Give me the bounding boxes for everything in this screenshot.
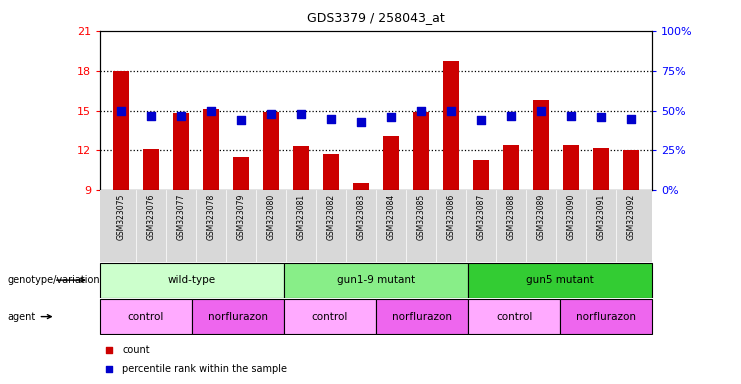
Bar bbox=[143, 149, 159, 190]
Text: GSM323078: GSM323078 bbox=[207, 194, 216, 240]
Text: GSM323085: GSM323085 bbox=[416, 194, 425, 240]
Text: gun1-9 mutant: gun1-9 mutant bbox=[337, 275, 415, 285]
Bar bbox=[192, 299, 284, 334]
Bar bbox=[284, 263, 468, 298]
Bar bbox=[503, 145, 519, 190]
Text: GSM323086: GSM323086 bbox=[447, 194, 456, 240]
Bar bbox=[413, 112, 429, 190]
Text: wild-type: wild-type bbox=[168, 275, 216, 285]
Text: GSM323090: GSM323090 bbox=[567, 194, 576, 240]
Point bbox=[145, 113, 157, 119]
Text: GSM323081: GSM323081 bbox=[296, 194, 305, 240]
Bar bbox=[233, 157, 249, 190]
Point bbox=[235, 117, 247, 123]
Point bbox=[205, 108, 217, 114]
Text: GSM323082: GSM323082 bbox=[327, 194, 336, 240]
Text: agent: agent bbox=[7, 311, 51, 322]
Text: GSM323079: GSM323079 bbox=[236, 194, 245, 240]
Text: GSM323091: GSM323091 bbox=[597, 194, 605, 240]
Point bbox=[505, 113, 517, 119]
Text: control: control bbox=[496, 311, 532, 322]
Point bbox=[595, 114, 607, 120]
Point bbox=[535, 108, 547, 114]
Text: GSM323087: GSM323087 bbox=[476, 194, 485, 240]
Text: percentile rank within the sample: percentile rank within the sample bbox=[122, 364, 288, 374]
Text: GSM323077: GSM323077 bbox=[176, 194, 185, 240]
Point bbox=[175, 113, 187, 119]
Bar bbox=[443, 61, 459, 190]
Text: norflurazon: norflurazon bbox=[576, 311, 636, 322]
Point bbox=[625, 116, 637, 122]
Bar bbox=[563, 145, 579, 190]
Bar bbox=[353, 184, 369, 190]
Text: GSM323088: GSM323088 bbox=[507, 194, 516, 240]
Text: GSM323075: GSM323075 bbox=[116, 194, 125, 240]
Point bbox=[565, 113, 577, 119]
Text: GSM323083: GSM323083 bbox=[356, 194, 365, 240]
Point bbox=[103, 366, 115, 372]
Text: norflurazon: norflurazon bbox=[208, 311, 268, 322]
Point bbox=[115, 108, 127, 114]
Text: gun5 mutant: gun5 mutant bbox=[526, 275, 594, 285]
Bar bbox=[284, 299, 376, 334]
Bar bbox=[113, 71, 129, 190]
Bar bbox=[100, 299, 192, 334]
Bar bbox=[383, 136, 399, 190]
Bar bbox=[533, 100, 549, 190]
Point bbox=[475, 117, 487, 123]
Bar bbox=[468, 299, 560, 334]
Text: genotype/variation: genotype/variation bbox=[7, 275, 100, 285]
Text: norflurazon: norflurazon bbox=[392, 311, 452, 322]
Text: GSM323089: GSM323089 bbox=[536, 194, 545, 240]
Bar bbox=[623, 151, 639, 190]
Point bbox=[445, 108, 457, 114]
Text: GSM323084: GSM323084 bbox=[387, 194, 396, 240]
Point bbox=[265, 111, 277, 117]
Text: GDS3379 / 258043_at: GDS3379 / 258043_at bbox=[308, 12, 445, 25]
Bar bbox=[203, 109, 219, 190]
Point bbox=[295, 111, 307, 117]
Bar bbox=[593, 148, 609, 190]
Text: control: control bbox=[312, 311, 348, 322]
Bar bbox=[173, 113, 189, 190]
Point bbox=[103, 347, 115, 353]
Point bbox=[325, 116, 337, 122]
Bar bbox=[468, 263, 652, 298]
Bar bbox=[376, 299, 468, 334]
Point bbox=[385, 114, 397, 120]
Point bbox=[355, 119, 367, 125]
Bar bbox=[560, 299, 652, 334]
Text: count: count bbox=[122, 345, 150, 355]
Text: control: control bbox=[128, 311, 165, 322]
Bar bbox=[100, 263, 284, 298]
Bar bbox=[263, 112, 279, 190]
Point bbox=[415, 108, 427, 114]
Text: GSM323092: GSM323092 bbox=[627, 194, 636, 240]
Bar bbox=[293, 146, 309, 190]
Text: GSM323076: GSM323076 bbox=[147, 194, 156, 240]
Bar bbox=[473, 160, 489, 190]
Text: GSM323080: GSM323080 bbox=[267, 194, 276, 240]
Bar bbox=[323, 154, 339, 190]
